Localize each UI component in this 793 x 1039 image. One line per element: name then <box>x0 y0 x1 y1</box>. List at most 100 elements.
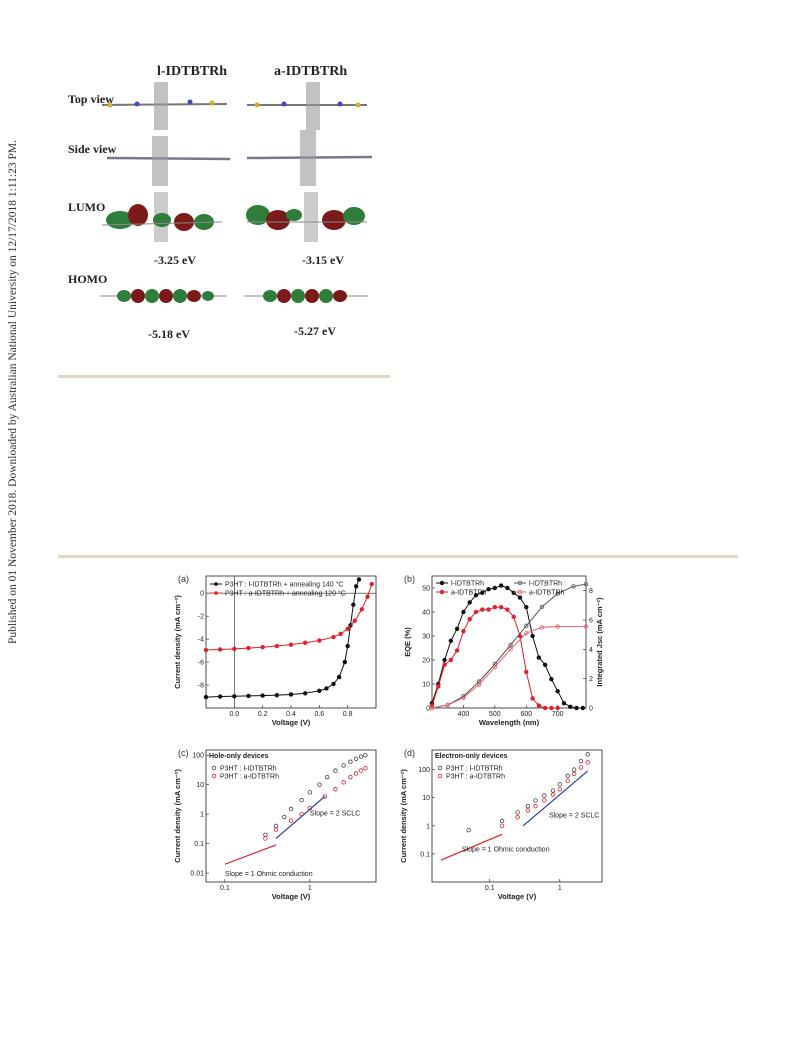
data-point <box>333 787 338 792</box>
data-point <box>524 669 529 675</box>
data-point <box>324 686 329 691</box>
data-point <box>246 645 251 651</box>
data-point <box>498 605 504 610</box>
legend-marker <box>517 589 523 595</box>
x-tick-label: 400 <box>458 711 470 718</box>
data-point <box>260 693 265 698</box>
data-point <box>517 595 523 600</box>
y-tick-label: 10 <box>422 682 430 689</box>
data-point <box>365 594 370 599</box>
slope-1-annotation: Slope = 1 Ohmic conduction <box>462 847 550 854</box>
chart-d-svg: 0.1 1 0.1 1 10 100 Voltage (V) Current density … <box>399 748 603 901</box>
legend-label: P3HT : a-IDTBTRh <box>220 774 279 781</box>
y-tick-label: 0 <box>200 591 204 598</box>
data-point <box>203 694 209 700</box>
legend-marker <box>437 765 443 771</box>
data-point <box>486 607 491 612</box>
y-axis-label: Current density (mA cm⁻²) <box>399 769 408 863</box>
column-header-a-idtbtrh: a-IDTBTRh <box>274 64 348 79</box>
data-point <box>525 808 531 813</box>
legend-label: a-IDTBTRh <box>451 590 487 597</box>
y-tick-label: 1 <box>200 812 204 819</box>
row-label-lumo: LUMO <box>68 200 106 214</box>
x-tick-label: 0.8 <box>343 711 353 718</box>
data-point <box>476 682 482 687</box>
data-point <box>550 788 556 793</box>
data-point <box>530 633 535 639</box>
data-point <box>454 648 460 653</box>
series-line <box>431 585 583 709</box>
data-point <box>331 634 336 640</box>
x-tick-label: 0.6 <box>314 711 324 718</box>
data-point <box>542 798 547 803</box>
data-point <box>542 662 548 667</box>
data-point <box>467 600 472 605</box>
x-tick-label: 0.1 <box>220 885 230 892</box>
data-point <box>511 614 516 619</box>
data-point <box>515 815 520 820</box>
data-point <box>473 609 479 615</box>
side-view-molecule-left <box>106 136 231 186</box>
data-point <box>580 705 586 711</box>
data-point <box>549 676 554 682</box>
data-point <box>282 814 287 820</box>
top-view-molecule-right <box>247 82 367 130</box>
chart-c-svg: 0.1 1 0.01 0.1 1 10 100 Voltage (V) Current dens… <box>173 748 377 901</box>
data-point <box>317 782 322 787</box>
download-notice: Published on 01 November 2018. Downloade… <box>0 0 26 1039</box>
y-tick-label: -8 <box>198 683 204 690</box>
x-tick-label: 0.2 <box>258 711 268 718</box>
data-point <box>353 771 359 776</box>
row-label-top-view: Top view <box>68 92 114 106</box>
x-axis-label: Voltage (V) <box>498 892 537 901</box>
data-point <box>555 705 560 711</box>
column-header-l-idtbtrh: l-IDTBTRh <box>157 64 228 79</box>
data-point <box>498 583 504 588</box>
legend-label: l-IDTBTRh <box>529 581 562 588</box>
legend-marker <box>439 589 445 595</box>
data-point <box>486 587 491 592</box>
data-point <box>461 629 466 634</box>
data-point <box>288 642 294 647</box>
data-point <box>550 792 556 797</box>
homo-orbital-left <box>100 289 227 303</box>
data-point <box>524 631 529 636</box>
data-point <box>363 752 368 758</box>
data-point <box>448 638 454 643</box>
molecular-orbital-figure: l-IDTBTRh a-IDTBTRh Top view Side view L… <box>62 60 382 350</box>
legend-marker <box>211 773 217 779</box>
top-view-molecule-left <box>101 82 228 130</box>
data-point <box>473 593 479 598</box>
series-line <box>205 579 360 698</box>
data-point <box>359 607 365 612</box>
data-point <box>571 584 576 589</box>
data-point <box>342 659 348 665</box>
y2-tick-label: 2 <box>589 676 593 683</box>
y-tick-label: 10 <box>422 795 430 802</box>
data-point <box>358 754 364 759</box>
y2-tick-label: 6 <box>589 618 593 625</box>
chart-a-svg: 0.0 0.2 0.4 0.6 0.8 -8 -6 -4 -2 0 Voltage (V) Curre… <box>173 574 377 727</box>
y2-tick-label: 0 <box>589 706 593 713</box>
y-tick-label: 0.1 <box>420 851 430 858</box>
data-point <box>273 823 279 829</box>
lumo-orbital-right <box>246 192 367 242</box>
plot-frame <box>431 749 603 883</box>
panel-tag: (d) <box>404 748 415 758</box>
panel-tag: (c) <box>178 748 189 758</box>
side-view-molecule-right <box>246 130 373 186</box>
slope-2-guide <box>522 770 589 827</box>
panel-title: Electron-only devices <box>435 753 507 760</box>
y2-tick-label: 4 <box>589 647 593 654</box>
data-point <box>466 827 471 833</box>
legend-marker <box>517 580 523 586</box>
y-tick-label: -2 <box>198 614 204 621</box>
data-point <box>263 836 268 841</box>
x-tick-label: 500 <box>489 711 501 718</box>
data-point <box>445 702 450 708</box>
data-point <box>448 657 454 663</box>
data-point <box>574 705 579 711</box>
series-line <box>431 583 587 709</box>
data-point <box>325 774 330 780</box>
